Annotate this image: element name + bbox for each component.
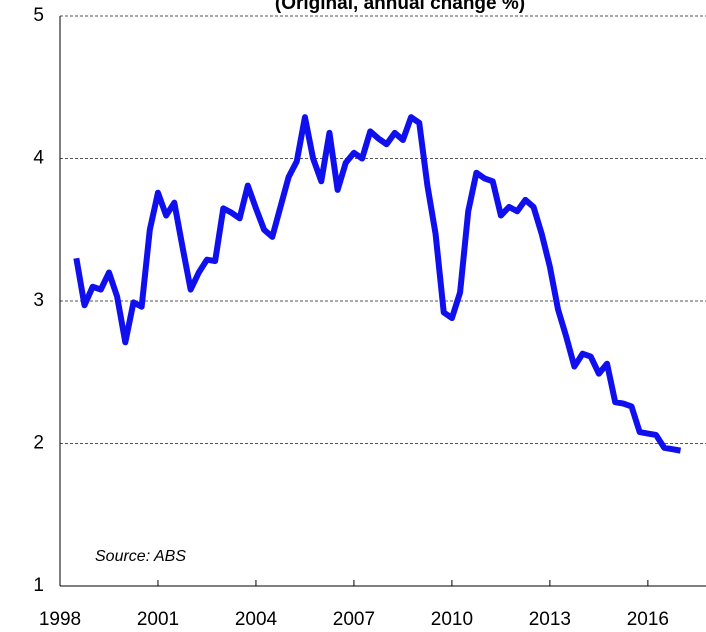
y-tick-label: 1 — [33, 575, 44, 596]
x-tick-label: 2010 — [431, 609, 473, 630]
chart-title: (Original, annual change %) — [275, 0, 525, 14]
y-tick-label: 4 — [33, 148, 44, 169]
data-line — [73, 114, 682, 454]
y-tick-label: 5 — [33, 5, 44, 26]
x-tick-label: 2013 — [529, 609, 571, 630]
x-tick-label: 1998 — [39, 609, 81, 630]
y-tick-label: 3 — [33, 290, 44, 311]
x-tick-label: 2007 — [333, 609, 375, 630]
y-tick-label: 2 — [33, 433, 44, 454]
x-tick-label: 2016 — [627, 609, 669, 630]
x-tick-label: 2001 — [137, 609, 179, 630]
source-note: Source: ABS — [95, 548, 186, 565]
x-tick-label: 2004 — [235, 609, 278, 630]
